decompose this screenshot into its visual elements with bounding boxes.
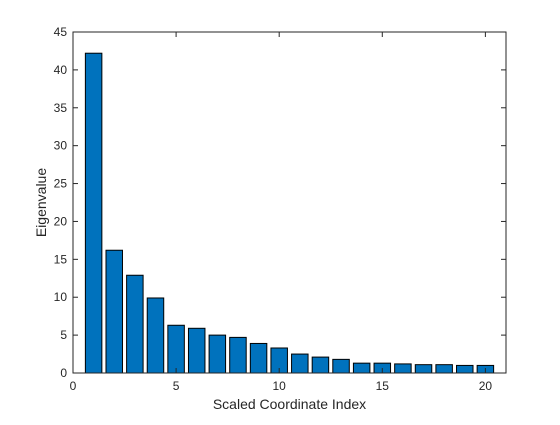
x-tick-label-10: 10 — [273, 379, 287, 393]
y-tick-label-30: 30 — [54, 139, 68, 153]
bar-7 — [208, 334, 227, 374]
y-tick-label-20: 20 — [54, 214, 68, 228]
x-tick-label-5: 5 — [173, 379, 180, 393]
x-tick-label-15: 15 — [376, 379, 390, 393]
y-tick-label-10: 10 — [54, 290, 68, 304]
bar-14 — [352, 362, 371, 374]
y-tick-label-35: 35 — [54, 101, 68, 115]
x-tick-label-0: 0 — [70, 379, 77, 393]
y-tick-label-40: 40 — [54, 63, 68, 77]
y-tick-label-0: 0 — [60, 366, 67, 380]
plot-area-frame — [72, 31, 507, 374]
bar-16 — [394, 363, 412, 374]
bar-19 — [456, 364, 474, 374]
bar-12 — [311, 356, 330, 374]
bar-6 — [187, 327, 206, 374]
y-tick-label-45: 45 — [54, 25, 68, 39]
x-tick-label-20: 20 — [479, 379, 493, 393]
y-axis-title: Eigenvalue — [33, 168, 49, 237]
y-tick-label-25: 25 — [54, 177, 68, 191]
bar-13 — [332, 358, 350, 374]
bar-8 — [229, 336, 247, 374]
bar-2 — [105, 249, 123, 374]
bar-17 — [414, 364, 433, 374]
bar-9 — [249, 342, 268, 374]
ticks-layer: 0 5 10 15 20 0 5 10 15 20 25 30 35 40 45 — [54, 25, 506, 393]
bar-4 — [146, 297, 165, 374]
bars-layer — [84, 52, 495, 374]
x-axis-title: Scaled Coordinate Index — [213, 396, 366, 412]
bar-5 — [167, 324, 185, 374]
bar-1 — [84, 52, 103, 374]
y-tick-label-15: 15 — [54, 252, 68, 266]
y-tick-label-5: 5 — [60, 328, 67, 342]
bar-11 — [291, 353, 309, 374]
bar-3 — [126, 274, 144, 374]
bar-18 — [435, 364, 453, 374]
